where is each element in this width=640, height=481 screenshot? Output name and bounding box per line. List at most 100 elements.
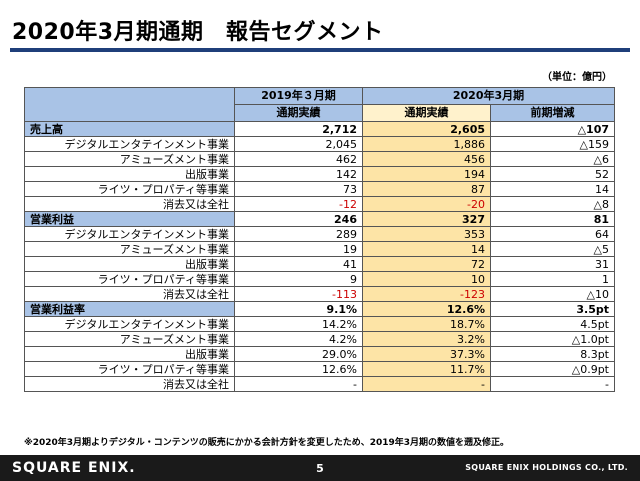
section-label: 売上高 [24, 121, 235, 137]
value-2020: - [362, 376, 491, 392]
segment-label: アミューズメント事業 [24, 331, 235, 347]
value-2019: 289 [234, 226, 363, 242]
value-2020: 72 [362, 256, 491, 272]
segment-label: アミューズメント事業 [24, 151, 235, 167]
value-2019: 4.2% [234, 331, 363, 347]
value-yoy: △5 [490, 241, 615, 257]
segment-label: ライツ・プロパティ等事業 [24, 181, 235, 197]
segment-label: ライツ・プロパティ等事業 [24, 271, 235, 287]
value-yoy: 4.5pt [490, 316, 615, 332]
header-yoy: 前期増減 [490, 104, 615, 122]
total-2020: 2,605 [362, 121, 491, 137]
segment-label: デジタルエンタテインメント事業 [24, 226, 235, 242]
section-total-row: 営業利益率 9.1% 12.6% 3.5pt [24, 301, 615, 317]
segment-row: アミューズメント事業 19 14 △5 [24, 241, 615, 257]
segment-label: 出版事業 [24, 256, 235, 272]
value-yoy: △8 [490, 196, 615, 212]
value-2020: 37.3% [362, 346, 491, 362]
value-2020: 3.2% [362, 331, 491, 347]
segment-row: デジタルエンタテインメント事業 14.2% 18.7% 4.5pt [24, 316, 615, 332]
value-2020: 194 [362, 166, 491, 182]
segment-row: ライツ・プロパティ等事業 12.6% 11.7% △0.9pt [24, 361, 615, 377]
value-2020: 10 [362, 271, 491, 287]
value-2019: 19 [234, 241, 363, 257]
value-yoy: △1.0pt [490, 331, 615, 347]
footnote: ※2020年3月期よりデジタル・コンテンツの販売にかかる会計方針を変更したため、… [24, 438, 510, 448]
total-yoy: △107 [490, 121, 615, 137]
segment-row: ライツ・プロパティ等事業 9 10 1 [24, 271, 615, 287]
segment-row: デジタルエンタテインメント事業 289 353 64 [24, 226, 615, 242]
section-total-row: 営業利益 246 327 81 [24, 211, 615, 227]
value-yoy: △10 [490, 286, 615, 302]
segment-row: ライツ・プロパティ等事業 73 87 14 [24, 181, 615, 197]
header-row-sub: 通期実績 通期実績 前期増減 [25, 104, 615, 122]
value-yoy: 1 [490, 271, 615, 287]
value-2020: 1,886 [362, 136, 491, 152]
segment-label: 消去又は全社 [24, 286, 235, 302]
segment-label: 出版事業 [24, 346, 235, 362]
segment-row: 消去又は全社 -113 -123 △10 [24, 286, 615, 302]
value-2020: 11.7% [362, 361, 491, 377]
value-2020: 456 [362, 151, 491, 167]
segment-label: 消去又は全社 [24, 376, 235, 392]
segment-row: 出版事業 29.0% 37.3% 8.3pt [24, 346, 615, 362]
value-yoy: 8.3pt [490, 346, 615, 362]
value-yoy: 52 [490, 166, 615, 182]
value-2019: 41 [234, 256, 363, 272]
segment-row: 消去又は全社 -12 -20 △8 [24, 196, 615, 212]
segment-label: デジタルエンタテインメント事業 [24, 136, 235, 152]
value-yoy: 31 [490, 256, 615, 272]
total-2019: 9.1% [234, 301, 363, 317]
total-2020: 327 [362, 211, 491, 227]
value-2019: 12.6% [234, 361, 363, 377]
value-2020: -20 [362, 196, 491, 212]
value-yoy: △159 [490, 136, 615, 152]
value-2019: 9 [234, 271, 363, 287]
total-2019: 2,712 [234, 121, 363, 137]
company-name: SQUARE ENIX HOLDINGS CO., LTD. [465, 463, 628, 472]
value-2020: 14 [362, 241, 491, 257]
section-label: 営業利益率 [24, 301, 235, 317]
value-2020: 18.7% [362, 316, 491, 332]
value-2019: 73 [234, 181, 363, 197]
unit-label: （単位：億円） [542, 72, 612, 83]
value-yoy: △6 [490, 151, 615, 167]
value-yoy: - [490, 376, 615, 392]
header-2019: 2019年３月期 [234, 87, 363, 105]
header-actual-2020: 通期実績 [362, 104, 491, 122]
page-title: 2020年3月期通期 報告セグメント [12, 20, 384, 45]
value-2019: -113 [234, 286, 363, 302]
company-logo: SQUARE ENIX. [12, 460, 136, 476]
total-yoy: 81 [490, 211, 615, 227]
section-label: 営業利益 [24, 211, 235, 227]
header-row-years: 2019年３月期 2020年3月期 [24, 87, 615, 122]
segment-row: 出版事業 142 194 52 [24, 166, 615, 182]
total-2019: 246 [234, 211, 363, 227]
total-2020: 12.6% [362, 301, 491, 317]
value-2019: -12 [234, 196, 363, 212]
value-yoy: 64 [490, 226, 615, 242]
header-actual-2019: 通期実績 [234, 104, 363, 122]
segment-row: アミューズメント事業 4.2% 3.2% △1.0pt [24, 331, 615, 347]
value-2019: 14.2% [234, 316, 363, 332]
segment-label: デジタルエンタテインメント事業 [24, 316, 235, 332]
segment-row: 出版事業 41 72 31 [24, 256, 615, 272]
value-2020: 87 [362, 181, 491, 197]
value-2019: 462 [234, 151, 363, 167]
title-divider [10, 48, 630, 52]
segment-label: ライツ・プロパティ等事業 [24, 361, 235, 377]
segment-row: アミューズメント事業 462 456 △6 [24, 151, 615, 167]
value-2019: 29.0% [234, 346, 363, 362]
value-2019: - [234, 376, 363, 392]
total-yoy: 3.5pt [490, 301, 615, 317]
section-total-row: 売上高 2,712 2,605 △107 [24, 121, 615, 137]
value-2019: 2,045 [234, 136, 363, 152]
segment-label: 出版事業 [24, 166, 235, 182]
value-yoy: 14 [490, 181, 615, 197]
page-number: 5 [316, 462, 324, 475]
segment-row: デジタルエンタテインメント事業 2,045 1,886 △159 [24, 136, 615, 152]
value-2020: -123 [362, 286, 491, 302]
value-2019: 142 [234, 166, 363, 182]
value-yoy: △0.9pt [490, 361, 615, 377]
value-2020: 353 [362, 226, 491, 242]
